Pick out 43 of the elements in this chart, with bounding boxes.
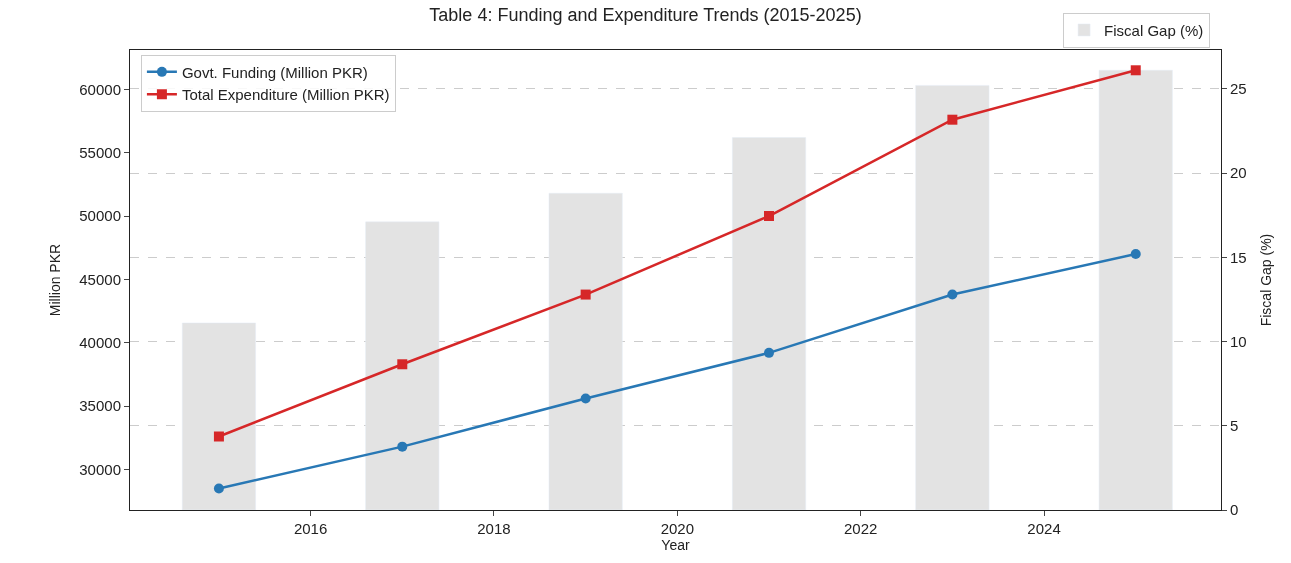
bar [1098, 69, 1173, 510]
y-axis-title: Million PKR [46, 243, 63, 317]
y-tick-label: 45000 [79, 270, 121, 288]
point [213, 483, 224, 494]
x-tick-label: 2020 [660, 520, 695, 537]
y-tick-label: 40000 [79, 333, 121, 351]
x-tick-label: 2016 [293, 520, 328, 537]
x-tick-label: 2018 [477, 520, 511, 537]
x-tick-label: 2024 [1027, 520, 1061, 537]
point [947, 289, 958, 300]
y2-tick-label: 25 [1230, 80, 1247, 97]
legend-label: Fiscal Gap (%) [1104, 21, 1204, 39]
x-tick-label: 2022 [844, 520, 878, 537]
point [1130, 249, 1141, 260]
bar [732, 137, 806, 510]
y2-tick-label: 10 [1230, 332, 1247, 350]
bar [182, 322, 256, 510]
bar [915, 85, 990, 510]
bar [548, 192, 623, 510]
x-axis-title: Year [661, 537, 690, 554]
bar [365, 221, 440, 510]
y-tick-label: 30000 [79, 460, 121, 478]
legend-label: Govt. Funding (Million PKR) [181, 63, 368, 81]
point [947, 114, 958, 125]
point [397, 359, 408, 370]
point [764, 211, 775, 222]
point [213, 431, 224, 442]
point [580, 393, 591, 404]
y-tick-label: 35000 [79, 397, 121, 415]
y2-tick-label: 0 [1230, 501, 1239, 519]
point [764, 347, 775, 358]
y2-tick-label: 20 [1230, 164, 1247, 182]
y2-tick-label: 15 [1230, 248, 1247, 266]
point [397, 441, 408, 452]
point [580, 289, 591, 300]
chart-title: Table 4: Funding and Expenditure Trends (2015-2025) [429, 5, 862, 26]
y2-axis-title: Fiscal Gap (%) [1257, 233, 1274, 327]
y-tick-label: 50000 [79, 207, 121, 225]
y-tick-label: 60000 [79, 80, 121, 98]
y-tick-label: 55000 [79, 143, 121, 161]
legend-label: Total Expenditure (Million PKR) [181, 86, 390, 104]
point [1130, 65, 1141, 76]
y2-tick-label: 5 [1230, 417, 1239, 434]
